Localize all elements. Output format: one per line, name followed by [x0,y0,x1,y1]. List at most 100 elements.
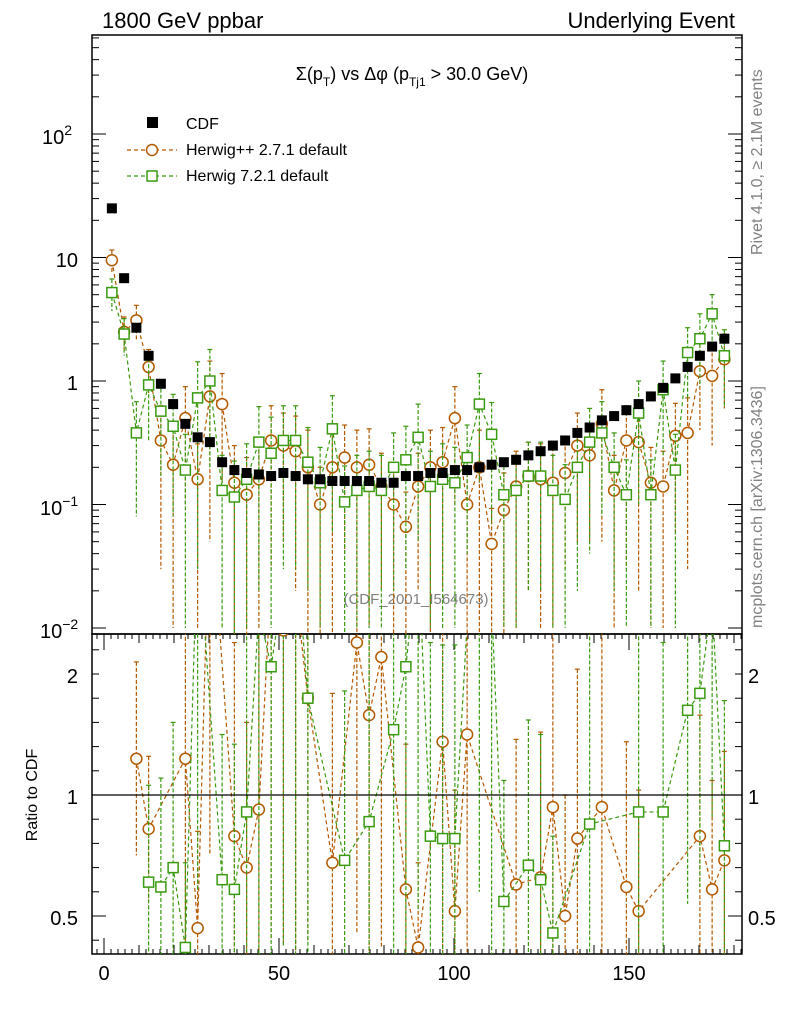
cdf-point [302,474,313,485]
herwig7-point [449,477,461,489]
ratio-herwigpp-point [705,883,719,896]
legend-label-herwigpp: Herwig++ 2.7.1 default [186,142,348,159]
herwig7-point [522,470,535,482]
ratio-herwig7-point [681,704,694,717]
ratio-herwig7-point [167,861,179,874]
ratio-herwig7-point [547,927,559,939]
herwig7-point [338,496,351,508]
arxiv-label: mcplots.cern.ch [arXiv:1306.3436] [749,386,766,628]
ratio-herwigpp-point [411,941,425,954]
ratio-herwig7-point [278,579,288,589]
x-tick-label-50: 50 [268,963,290,985]
herwig7-point [118,328,130,340]
ratio-herwig7-point [338,854,351,867]
cdf-point [106,203,117,214]
legend-label-cdf: CDF [186,116,219,133]
herwig7-point [608,461,620,474]
ratio-herwig7-point [302,692,314,704]
ratio-y-tick-label-1: 1 [67,787,78,809]
ratio-herwigpp-point [326,856,339,870]
herwig7-point [473,398,486,410]
cdf-point [437,467,448,478]
ratio-herwigpp-point [546,800,560,814]
y-tick-label-0p01: 10−2 [40,616,78,643]
ratio-plot-data [130,579,731,954]
cdf-point [584,422,595,433]
legend-marker-herwigpp [145,143,159,157]
ratio-herwig7-point [424,830,437,842]
herwig7-point [387,461,400,474]
top-axis-ticks [92,37,742,629]
rivet-version-label: Rivet 4.1.0, ≥ 2.1M events [749,69,766,255]
herwig7-point [326,423,339,435]
header-right-title: Underlying Event [567,8,735,33]
main-plot-data [105,203,731,634]
herwig7-point [191,392,204,404]
ratio-herwigpp-point [460,728,474,741]
x-tick-label-0: 0 [98,963,109,985]
ratio-herwig7-point [216,873,228,886]
cdf-point [168,399,179,410]
cdf-point [560,435,571,446]
ratio-herwig7-point [155,881,167,893]
ratio-herwigpp-point [130,752,143,765]
cdf-point [547,440,558,451]
herwigpp-point [705,369,719,383]
herwig7-point [302,456,314,468]
herwig7-point [106,286,118,299]
ratio-herwig7-point [142,876,155,888]
cdf-point [241,467,252,478]
ratio-herwigpp-point [571,832,584,845]
cdf-point [658,382,669,393]
cdf-point [425,467,436,478]
herwigpp-point [399,520,413,534]
cdf-point [596,415,607,426]
herwig7-point [167,420,179,433]
cdf-point [719,333,730,344]
cdf-point [609,411,620,422]
herwig7-point [142,379,155,391]
ratio-y-tick-label-1-right: 1 [748,787,759,809]
ratio-herwig7-point [694,687,706,700]
cdf-point [535,446,546,457]
ratio-herwig7-point [522,859,535,871]
ratio-y-tick-label-0p5-right: 0.5 [748,908,776,930]
ratio-herwigpp-point [595,800,609,814]
herwig7-point [534,470,547,482]
herwig7-point [424,480,437,493]
ratio-herwig7-point [707,594,717,604]
ratio-herwigpp-point [350,636,364,649]
herwig7-point [632,407,645,419]
herwig7-point [485,428,498,441]
herwig7-point [510,484,522,497]
cdf-point [327,475,338,486]
cdf-point [131,322,142,333]
ratio-herwig7-point [240,806,253,818]
ratio-herwig7-point [228,883,241,896]
herwig7-point [400,454,412,466]
herwig7-point [694,332,706,345]
cdf-point [278,467,289,478]
herwig7-point [669,464,682,476]
herwig7-point [706,308,718,320]
herwig7-point [412,431,424,444]
cdf-point [180,418,191,429]
cdf-point [339,475,350,486]
cdf-point [155,378,166,389]
ratio-herwig7-point [436,832,449,845]
cdf-point [253,469,264,480]
cdf-point [474,462,485,473]
ratio-herwigpp-point [278,634,289,637]
herwig7-point [277,434,290,447]
cdf-point [217,457,228,468]
y-tick-label-0p1: 10−1 [40,493,78,520]
ratio-herwigpp-point [191,921,204,935]
cdf-point [229,465,240,476]
herwigpp-point [656,480,670,493]
cdf-point [376,477,387,488]
cdf-point [621,405,632,416]
herwig7-point [596,427,608,439]
cdf-point [388,477,399,488]
cdf-point [400,471,411,482]
cdf-point [498,457,509,468]
